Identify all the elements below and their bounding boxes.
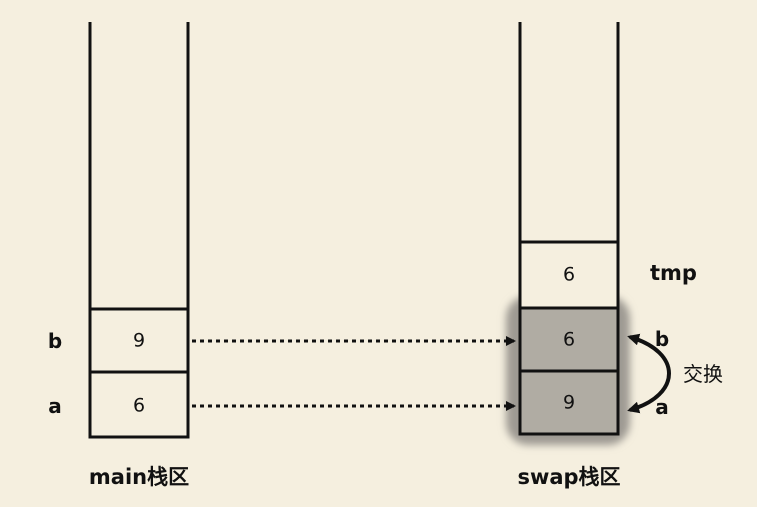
swap-cell-b [518,306,620,373]
main-stack-title: main栈区 [88,465,190,489]
main-cell-b-value: 9 [132,329,146,352]
main-var-a-label: a [48,394,62,418]
main-cell-a-value: 6 [132,394,146,417]
main-var-b-label: b [47,329,63,353]
main-cell-a [88,370,190,439]
swap-cell-tmp [518,240,620,310]
swap-cell-b-value: 6 [562,328,576,351]
swap-var-b-label: b [654,327,670,351]
swap-tmp-value: 6 [562,263,576,286]
swap-stack-title: swap栈区 [517,465,621,489]
swap-annotation: 交换 [683,362,723,386]
swap-tmp-label: tmp [650,261,697,285]
main-cell-b [88,307,190,374]
swap-cell-a-value: 9 [562,391,576,414]
swap-cell-a [518,369,620,436]
swap-curve-arrow [627,333,671,414]
swap-var-a-label: a [655,395,669,419]
